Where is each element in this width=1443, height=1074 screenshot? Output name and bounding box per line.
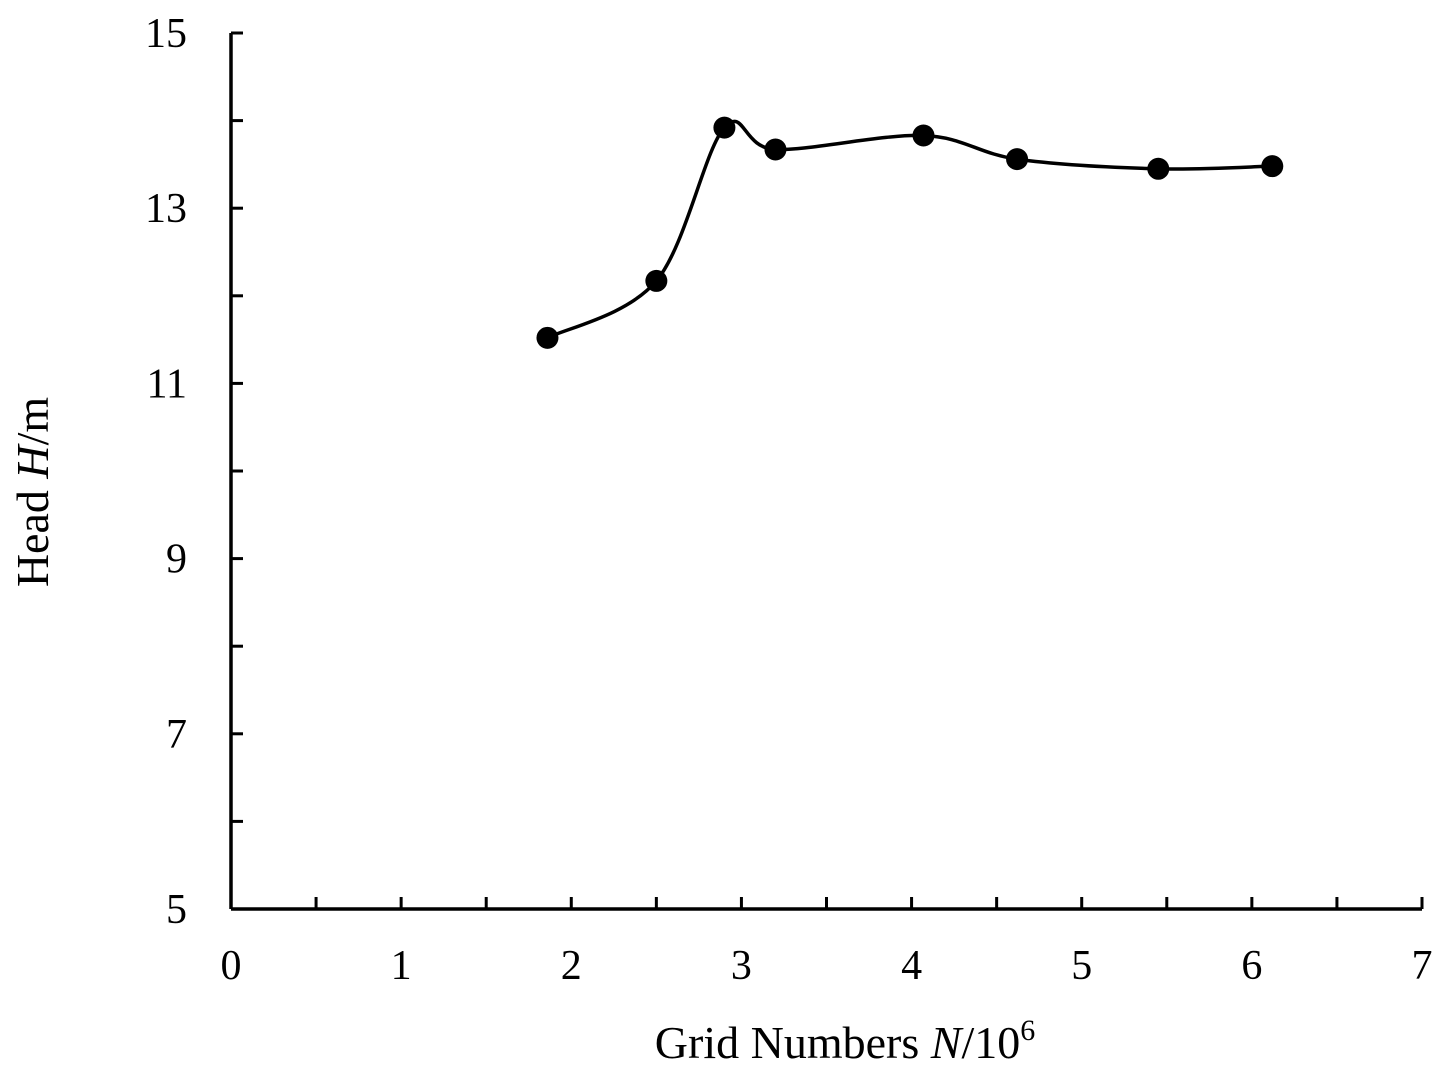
y-axis-title-prefix: Head <box>7 479 58 588</box>
y-axis-title: Head H/m <box>7 397 58 588</box>
x-tick-label: 0 <box>221 943 242 989</box>
x-axis-title-var: N <box>930 1017 964 1068</box>
x-tick-label: 5 <box>1071 943 1092 989</box>
data-point <box>764 138 787 161</box>
markers <box>536 116 1284 349</box>
y-tick-label: 9 <box>166 537 187 583</box>
y-tick-labels: 5 7 9 11 13 15 <box>145 11 187 933</box>
x-ticks <box>229 897 1424 909</box>
y-axis-title-var: H <box>7 443 58 480</box>
axes <box>229 33 1422 911</box>
y-tick-label: 15 <box>145 11 187 57</box>
x-tick-labels: 0 1 2 3 4 5 6 7 <box>221 943 1433 989</box>
data-point <box>1006 148 1029 171</box>
data-point <box>1147 157 1170 180</box>
y-tick-label: 11 <box>147 361 187 407</box>
x-tick-label: 4 <box>901 943 922 989</box>
y-axis-title-unit: /m <box>7 397 58 446</box>
data-point <box>536 326 559 349</box>
x-tick-label: 2 <box>561 943 582 989</box>
x-axis-title-exponent: 6 <box>1020 1014 1035 1047</box>
x-tick-label: 7 <box>1412 943 1433 989</box>
x-tick-label: 1 <box>391 943 412 989</box>
y-ticks <box>231 31 243 911</box>
data-point <box>912 124 935 147</box>
x-axis-title-unit: /10 <box>961 1017 1020 1068</box>
data-point <box>713 116 736 139</box>
x-tick-label: 6 <box>1241 943 1262 989</box>
data-point <box>645 269 668 292</box>
x-axis-title: Grid Numbers N/106 <box>655 1014 1035 1068</box>
y-tick-label: 7 <box>166 712 187 758</box>
y-tick-label: 13 <box>145 186 187 232</box>
series-line <box>545 119 1275 340</box>
y-tick-label: 5 <box>166 887 187 933</box>
x-tick-label: 3 <box>731 943 752 989</box>
data-point <box>1261 155 1284 178</box>
x-axis-title-prefix: Grid Numbers <box>655 1017 931 1068</box>
